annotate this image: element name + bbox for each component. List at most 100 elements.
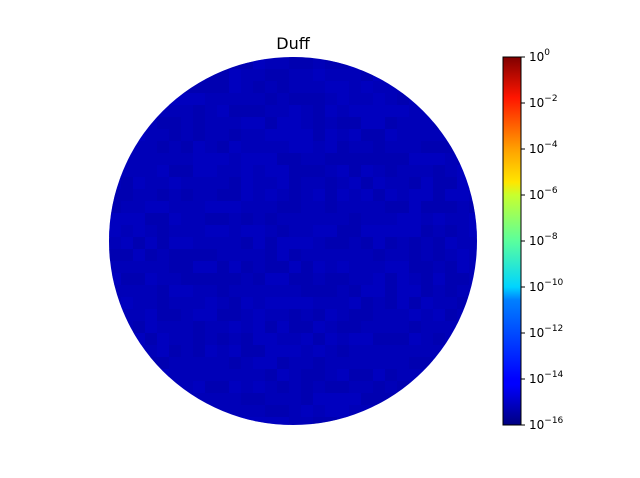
disk-cell — [361, 309, 373, 321]
disk-cell — [409, 201, 421, 213]
disk-cell — [313, 393, 325, 405]
disk-cell — [193, 57, 205, 69]
disk-cell — [193, 345, 205, 357]
disk-cell — [385, 369, 397, 381]
disk-cell — [409, 225, 421, 237]
disk-cell — [217, 225, 229, 237]
disk-cell — [433, 105, 445, 117]
disk-cell — [109, 417, 121, 425]
disk-cell — [229, 201, 241, 213]
disk-cell — [193, 261, 205, 273]
disk-cell — [253, 105, 265, 117]
disk-cell — [433, 153, 445, 165]
disk-cell — [349, 333, 361, 345]
disk-cell — [121, 393, 133, 405]
disk-cell — [277, 237, 289, 249]
disk-cell — [301, 381, 313, 393]
disk-cell — [337, 225, 349, 237]
disk-cell — [385, 333, 397, 345]
disk-cell — [145, 249, 157, 261]
disk-cell — [253, 381, 265, 393]
disk-cell — [325, 189, 337, 201]
disk-cell — [205, 297, 217, 309]
disk-cell — [229, 129, 241, 141]
disk-cell — [301, 237, 313, 249]
disk-cell — [457, 189, 469, 201]
disk-cell — [133, 321, 145, 333]
disk-cell — [157, 297, 169, 309]
disk-cell — [253, 117, 265, 129]
disk-cell — [373, 189, 385, 201]
disk-cell — [313, 93, 325, 105]
disk-cell — [145, 81, 157, 93]
disk-cell — [121, 189, 133, 201]
disk-cell — [349, 129, 361, 141]
disk-cell — [253, 321, 265, 333]
disk-cell — [361, 69, 373, 81]
disk-cell — [217, 189, 229, 201]
disk-cell — [385, 105, 397, 117]
disk-cell — [241, 393, 253, 405]
disk-cell — [433, 273, 445, 285]
disk-cell — [301, 297, 313, 309]
disk-cell — [397, 261, 409, 273]
disk-cell — [433, 201, 445, 213]
disk-cell — [205, 225, 217, 237]
disk-cell — [289, 57, 301, 69]
disk-cell — [313, 345, 325, 357]
disk-cell — [337, 165, 349, 177]
disk-cell — [241, 237, 253, 249]
disk-cell — [349, 225, 361, 237]
disk-cell — [217, 417, 229, 425]
disk-cell — [133, 393, 145, 405]
disk-cell — [205, 213, 217, 225]
disk-cell — [277, 81, 289, 93]
disk-cell — [313, 321, 325, 333]
disk-cell — [241, 117, 253, 129]
disk-cell — [349, 213, 361, 225]
colorbar-tick-label: 10−2 — [529, 94, 558, 110]
disk-cell — [265, 153, 277, 165]
disk-cell — [433, 57, 445, 69]
disk-cell — [289, 117, 301, 129]
disk-cell — [301, 273, 313, 285]
disk-cell — [241, 261, 253, 273]
disk-cell — [217, 213, 229, 225]
disk-cell — [277, 153, 289, 165]
disk-cell — [133, 273, 145, 285]
disk-cell — [421, 297, 433, 309]
disk-cell — [397, 285, 409, 297]
disk-cell — [277, 357, 289, 369]
disk-cell — [289, 201, 301, 213]
disk-cell — [289, 237, 301, 249]
disk-cell — [157, 57, 169, 69]
disk-cell — [361, 165, 373, 177]
disk-cell — [289, 261, 301, 273]
disk-cell — [469, 153, 477, 165]
disk-cell — [301, 129, 313, 141]
disk-cell — [265, 117, 277, 129]
disk-cell — [265, 69, 277, 81]
disk-cell — [349, 165, 361, 177]
disk-cell — [337, 345, 349, 357]
disk-cell — [313, 333, 325, 345]
disk-cell — [181, 237, 193, 249]
disk-cell — [385, 57, 397, 69]
disk-cell — [145, 333, 157, 345]
disk-cell — [157, 201, 169, 213]
disk-cell — [121, 117, 133, 129]
disk-cell — [277, 297, 289, 309]
disk-cell — [397, 57, 409, 69]
disk-cell — [229, 69, 241, 81]
disk-cell — [337, 153, 349, 165]
disk-cell — [337, 393, 349, 405]
disk-cell — [373, 249, 385, 261]
disk-cell — [421, 405, 433, 417]
disk-cell — [445, 309, 457, 321]
disk-cell — [289, 129, 301, 141]
disk-cell — [289, 273, 301, 285]
disk-cell — [169, 57, 181, 69]
disk-cell — [265, 333, 277, 345]
disk-cell — [361, 369, 373, 381]
disk-cell — [349, 297, 361, 309]
